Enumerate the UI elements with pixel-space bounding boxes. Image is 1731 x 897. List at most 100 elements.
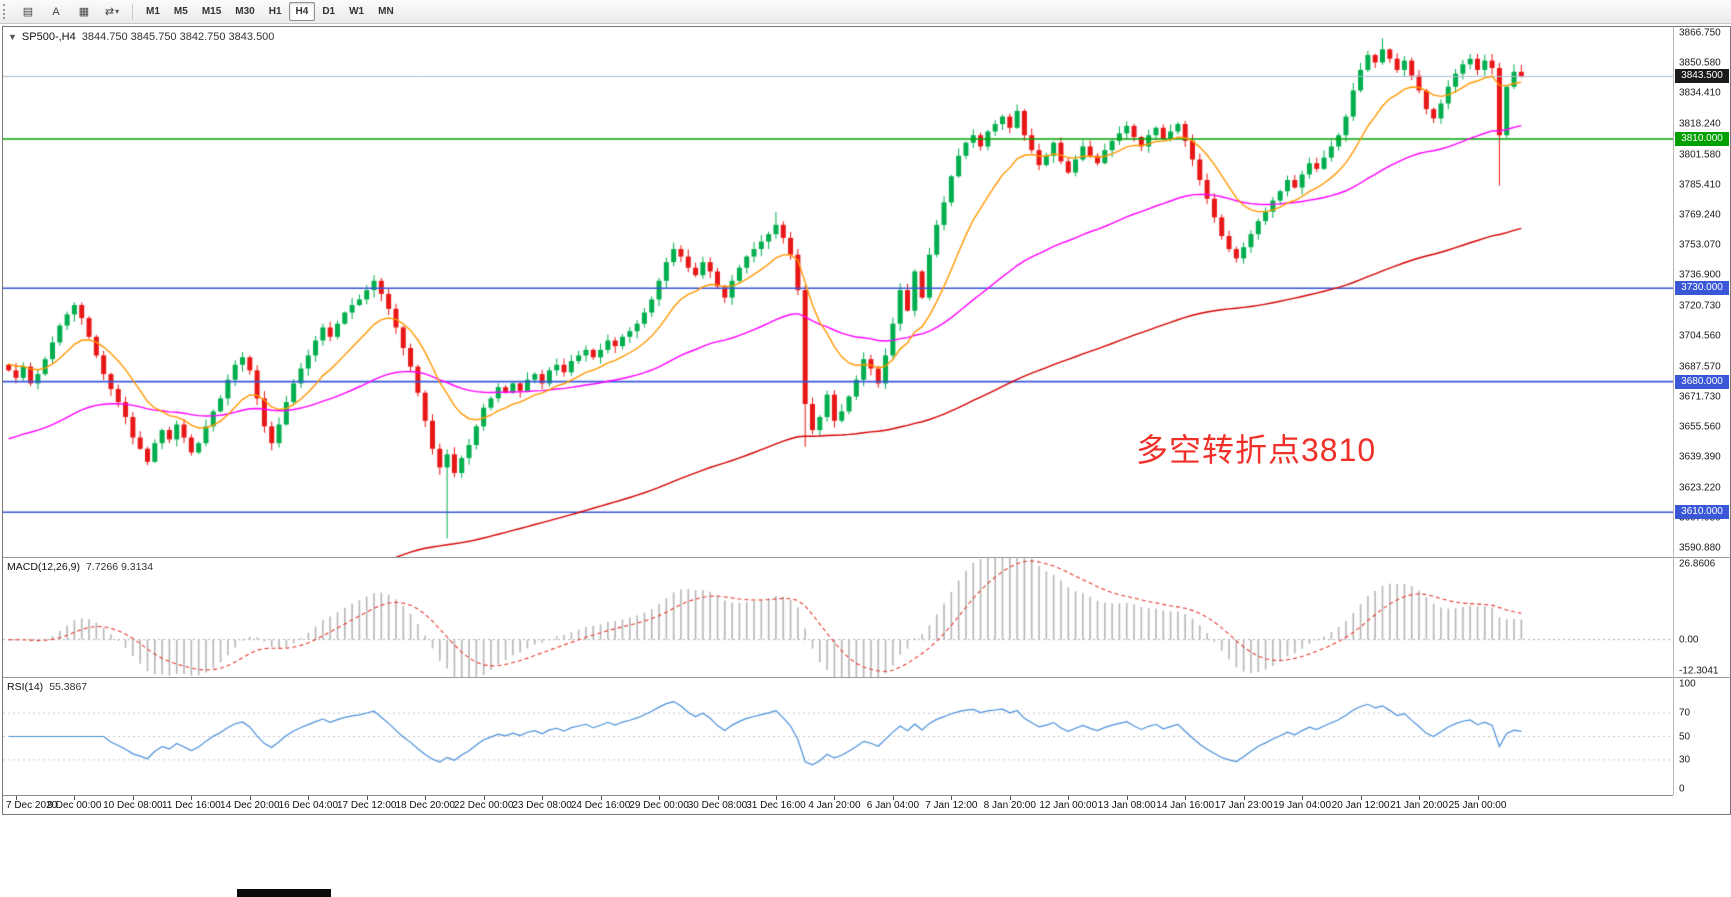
dropdown-caret-icon[interactable]: ▾ <box>115 7 120 16</box>
time-axis-tick <box>1419 796 1421 800</box>
symbol-timeframe-label: SP500-,H4 <box>21 31 76 43</box>
time-axis-tick <box>717 796 719 800</box>
grid-icon[interactable]: ▤ <box>22 6 34 18</box>
price-axis-label: 3671.730 <box>1679 391 1721 403</box>
timeframe-button-mn[interactable]: MN <box>378 6 394 17</box>
timeframe-button-m30[interactable]: M30 <box>235 6 255 17</box>
price-level-tag: 3843.500 <box>1675 69 1729 84</box>
chart-text-annotation[interactable]: 多空转折点3810 <box>1136 432 1377 468</box>
rsi-axis-label: 50 <box>1679 731 1691 742</box>
toolbar-icon-group: ▤ A ▦ ⇄ ▾ <box>14 2 126 22</box>
price-axis-label: 3736.900 <box>1679 269 1721 281</box>
rsi-label: RSI(14) <box>7 681 44 693</box>
time-axis-label: 17 Jan 23:00 <box>1214 800 1273 811</box>
price-level-tag: 3610.000 <box>1675 505 1729 520</box>
price-axis-border <box>1673 27 1674 795</box>
time-axis-label: 8 Jan 20:00 <box>983 800 1036 811</box>
price-axis-label: 3753.070 <box>1679 239 1721 251</box>
time-axis-label: 13 Jan 08:00 <box>1097 800 1156 811</box>
time-axis-label: 17 Dec 12:00 <box>336 800 397 811</box>
price-axis-label: 3785.410 <box>1679 179 1721 191</box>
time-axis-tick <box>775 796 777 800</box>
time-axis-label: 24 Dec 16:00 <box>570 800 631 811</box>
time-axis-tick <box>483 796 485 800</box>
price-axis-label: 3801.580 <box>1679 149 1721 161</box>
time-axis-tick <box>1009 796 1011 800</box>
time-axis-label: 11 Dec 16:00 <box>161 800 221 811</box>
time-axis-tick <box>1068 796 1070 800</box>
rsi-axis-label: 30 <box>1679 754 1691 766</box>
pane-splitter[interactable] <box>3 557 1730 558</box>
timeframe-button-h4[interactable]: H4 <box>288 2 316 21</box>
main-price-chart-canvas[interactable] <box>3 27 1673 557</box>
time-axis-tick <box>1243 796 1245 800</box>
price-level-tag: 3810.000 <box>1675 131 1729 146</box>
one-click-trading-arrow-icon[interactable]: ▼ <box>8 32 17 42</box>
timeframe-button-w1[interactable]: W1 <box>349 6 365 17</box>
chart-window: ▼ SP500-,H4 3844.750 3845.750 3842.750 384… <box>2 26 1731 815</box>
timeframe-button-m1[interactable]: M1 <box>146 6 160 17</box>
time-axis-tick <box>1126 796 1128 800</box>
time-axis-label: 19 Jan 04:00 <box>1273 800 1332 811</box>
macd-axis-label: 0.00 <box>1679 634 1699 646</box>
autoscroll-icon[interactable]: ⇄ ▾ <box>104 6 120 18</box>
pane-splitter[interactable] <box>3 677 1730 678</box>
time-axis-label: 7 Dec 2020 <box>6 800 58 811</box>
time-axis-label: 31 Dec 16:00 <box>746 800 806 811</box>
time-axis-tick <box>1477 796 1479 800</box>
rsi-axis-label: 70 <box>1679 707 1691 719</box>
time-axis-tick <box>834 796 836 800</box>
macd-indicator-canvas[interactable] <box>3 558 1673 677</box>
time-axis-tick <box>74 796 76 800</box>
timeframe-button-m15[interactable]: M15 <box>201 6 222 17</box>
toolbar-separator <box>132 3 133 20</box>
ohlc-values: 3844.750 3845.750 3842.750 3843.500 <box>81 31 275 43</box>
time-axis-label: 21 Jan 20:00 <box>1390 800 1448 811</box>
rsi-value: 55.3867 <box>49 681 88 693</box>
price-axis-label: 3639.390 <box>1679 451 1721 463</box>
price-axis-label: 3623.220 <box>1679 482 1721 494</box>
time-axis-label: 4 Jan 20:00 <box>808 800 861 811</box>
chart-toolbar: ▤ A ▦ ⇄ ▾ M1 M5 M15 M30 H1 H4 D1 W1 MN <box>0 0 1731 24</box>
time-axis-label: 12 Jan 00:00 <box>1039 800 1098 811</box>
price-axis-label: 3655.560 <box>1679 421 1721 433</box>
time-axis-label: 22 Dec 00:00 <box>453 800 514 811</box>
time-axis-tick <box>132 796 134 800</box>
rsi-axis-label: 0 <box>1679 783 1685 795</box>
cursor-tool-icon[interactable]: A <box>52 5 60 18</box>
toolbar-grip[interactable] <box>3 4 9 19</box>
time-axis-label: 18 Dec 20:00 <box>395 800 455 811</box>
timeframe-button-m5[interactable]: M5 <box>173 6 188 17</box>
timeframe-button-h1[interactable]: H1 <box>268 6 282 17</box>
time-axis-tick <box>951 796 953 800</box>
timeframe-button-d1[interactable]: D1 <box>322 6 336 17</box>
macd-header: MACD(12,26,9) 7.7266 9.3134 <box>7 561 153 573</box>
rsi-axis-label: 100 <box>1679 678 1696 690</box>
template-icon[interactable]: ▦ <box>78 6 90 18</box>
macd-values: 7.7266 9.3134 <box>85 561 154 573</box>
macd-label: MACD(12,26,9) <box>7 561 80 573</box>
timeframe-button-group: M1 M5 M15 M30 H1 H4 D1 W1 MN <box>139 2 401 21</box>
macd-axis-label: 26.8606 <box>1679 558 1716 570</box>
time-axis-tick <box>191 796 193 800</box>
time-axis-label: 30 Dec 08:00 <box>687 800 748 811</box>
time-axis-tick <box>366 796 368 800</box>
time-axis-tick <box>308 796 310 800</box>
time-axis-tick <box>892 796 894 800</box>
time-axis-label: 6 Jan 04:00 <box>866 800 920 811</box>
time-axis[interactable]: 7 Dec 2020 9 Dec 00:00 10 Dec 08:00 11 Dec … <box>3 795 1673 814</box>
time-axis-label: 9 Dec 00:00 <box>47 800 102 811</box>
rsi-indicator-canvas[interactable] <box>3 678 1673 795</box>
time-axis-label: 16 Dec 04:00 <box>278 800 339 811</box>
time-axis-label: 14 Dec 20:00 <box>220 800 280 811</box>
time-axis-label: 10 Dec 08:00 <box>103 800 163 811</box>
price-axis-label: 3720.730 <box>1679 300 1721 312</box>
chart-title: ▼ SP500-,H4 3844.750 3845.750 3842.750 384… <box>8 31 274 43</box>
time-axis-tick <box>15 796 17 800</box>
time-axis-tick <box>1185 796 1187 800</box>
time-axis-tick <box>659 796 661 800</box>
price-axis-label: 3818.240 <box>1679 118 1721 130</box>
time-axis-tick <box>249 796 251 800</box>
time-axis-label: 29 Dec 00:00 <box>629 800 689 811</box>
